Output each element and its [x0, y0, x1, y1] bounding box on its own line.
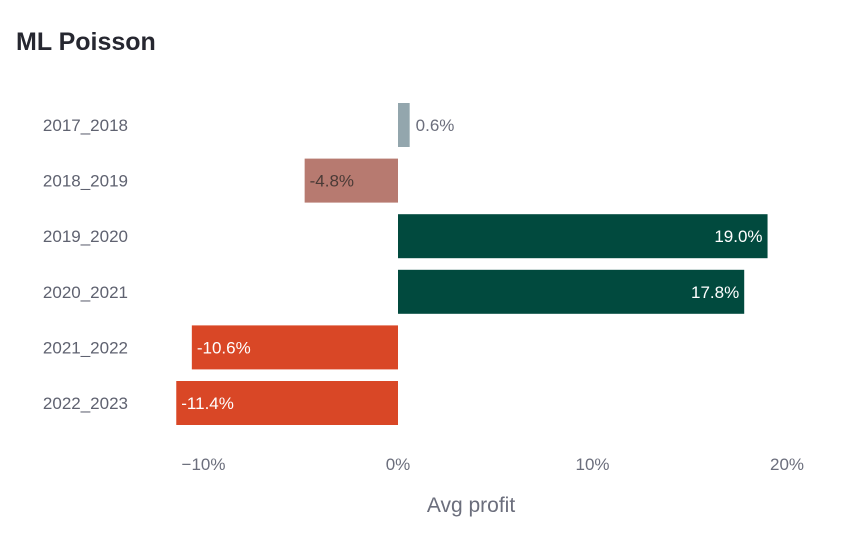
category-labels: 2017_2018 2018_2019 2019_2020 2020_2021 2021…: [43, 116, 128, 413]
bar-2022_2023: [176, 381, 398, 425]
x-tick-label: 20%: [770, 455, 804, 474]
category-label: 2019_2020: [43, 227, 128, 246]
category-label: 2017_2018: [43, 116, 128, 135]
bars-group: [176, 103, 768, 425]
data-label: 19.0%: [714, 227, 762, 246]
category-label: 2018_2019: [43, 172, 128, 191]
category-label: 2020_2021: [43, 283, 128, 302]
category-label: 2021_2022: [43, 338, 128, 357]
bar-2018_2019: [304, 158, 398, 203]
data-label: 0.6%: [416, 116, 455, 135]
bar-2021_2022: [191, 325, 398, 370]
chart-title: ML Poisson: [16, 28, 156, 56]
data-label: -4.8%: [310, 172, 354, 191]
x-tick-label: 0%: [386, 455, 411, 474]
data-label: 17.8%: [691, 283, 739, 302]
bar-2017_2018: [398, 103, 410, 147]
x-tick-label: −10%: [182, 455, 226, 474]
data-labels: 0.6% -4.8% 19.0% 17.8% -10.6% -11.4%: [181, 116, 762, 413]
x-axis-ticks: −10% 0% 10% 20%: [182, 455, 804, 474]
bar-2020_2021: [398, 269, 745, 314]
x-axis-title: Avg profit: [427, 494, 515, 517]
bar-2019_2020: [398, 214, 768, 259]
x-tick-label: 10%: [575, 455, 609, 474]
data-label: -11.4%: [181, 394, 234, 413]
category-label: 2022_2023: [43, 394, 128, 413]
data-label: -10.6%: [197, 338, 251, 357]
